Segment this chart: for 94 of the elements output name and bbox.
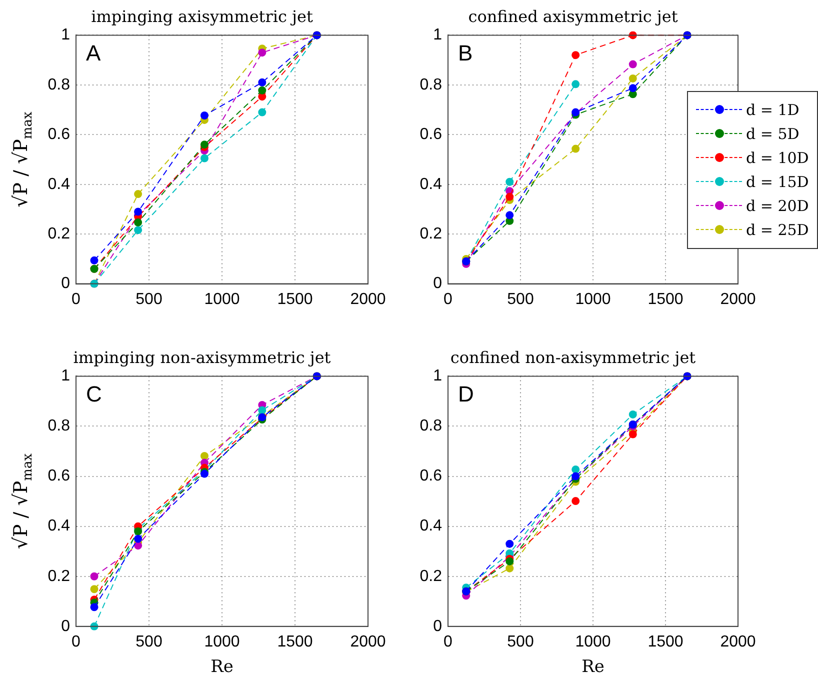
point — [258, 108, 266, 116]
chart-title: impinging axisymmetric jet — [91, 6, 314, 26]
x-axis-title: Re — [582, 657, 604, 678]
y-tick-label: 0.4 — [48, 176, 70, 193]
y-axis-title: √P / √Pmax — [10, 110, 36, 208]
x-tick-label: 1500 — [648, 290, 684, 308]
point — [90, 585, 98, 594]
y-tick-label: 0 — [433, 275, 442, 292]
chart-title: impinging non-axisymmetric jet — [73, 348, 332, 367]
point — [506, 557, 514, 566]
legend-label: d = 10D — [746, 149, 809, 168]
legend-label: d = 5D — [746, 125, 800, 144]
point — [572, 472, 580, 480]
point — [506, 178, 514, 186]
y-tick-label: 1 — [433, 368, 442, 385]
point — [258, 48, 266, 57]
point — [572, 497, 580, 506]
x-tick-label: 1000 — [575, 290, 611, 308]
legend-label: d = 15D — [746, 173, 809, 192]
point — [200, 112, 208, 120]
point — [258, 406, 266, 414]
y-tick-label: 0.2 — [48, 568, 70, 585]
y-tick-label: 0.4 — [48, 518, 70, 535]
y-tick-label: 0.6 — [420, 468, 442, 485]
x-tick-label: 1000 — [204, 290, 240, 308]
point — [134, 208, 142, 216]
x-axis-title: Re — [210, 657, 234, 678]
y-tick-label: 0.2 — [420, 568, 442, 585]
y-tick-label: 0 — [433, 618, 442, 635]
point — [134, 534, 142, 543]
point — [506, 192, 514, 201]
annotation: B — [458, 40, 473, 66]
x-tick-label: 1500 — [277, 290, 313, 308]
y-tick-label: 1 — [433, 26, 442, 44]
annotation: D — [458, 381, 474, 406]
x-tick-label: 2000 — [720, 633, 756, 650]
y-tick-label: 0.6 — [420, 126, 442, 144]
annotation: C — [86, 381, 102, 406]
x-tick-label: 500 — [136, 633, 162, 650]
legend-label: d = 20D — [746, 197, 809, 216]
point — [572, 51, 580, 60]
chart-title: confined non-axisymmetric jet — [450, 348, 696, 367]
point — [572, 80, 580, 88]
point — [628, 84, 637, 92]
point — [572, 144, 580, 153]
y-tick-label: 0.6 — [48, 126, 70, 144]
point — [258, 86, 266, 94]
y-tick-label: 0.8 — [420, 418, 442, 435]
point — [506, 211, 514, 220]
chart-title: confined axisymmetric jet — [468, 6, 678, 26]
y-tick-label: 0.4 — [420, 176, 442, 193]
x-tick-label: 500 — [136, 290, 162, 308]
legend-label: d = 1D — [746, 101, 800, 120]
point — [506, 540, 514, 548]
x-tick-label: 2000 — [350, 633, 386, 650]
y-tick-label: 0.4 — [420, 518, 442, 535]
y-tick-label: 0.8 — [420, 76, 442, 94]
y-tick-label: 0.8 — [48, 76, 70, 94]
x-tick-label: 1500 — [648, 633, 684, 650]
point — [134, 527, 142, 536]
point — [628, 74, 637, 82]
y-tick-label: 0.6 — [48, 468, 70, 485]
y-tick-label: 0.8 — [48, 418, 70, 435]
point — [134, 226, 142, 234]
point — [506, 564, 514, 572]
point — [200, 140, 208, 149]
x-tick-label: 2000 — [720, 290, 756, 308]
point — [572, 466, 580, 474]
y-tick-label: 1 — [61, 26, 70, 44]
x-tick-label: 1000 — [575, 633, 611, 650]
legend-label: d = 25D — [746, 221, 809, 240]
x-tick-label: 500 — [507, 633, 534, 650]
point — [90, 572, 98, 580]
annotation: A — [86, 40, 101, 66]
y-tick-label: 0 — [61, 618, 70, 635]
point — [628, 430, 637, 438]
x-tick-label: 1500 — [277, 633, 313, 650]
point — [200, 154, 208, 162]
point — [134, 190, 142, 198]
y-axis-title: √P / √Pmax — [10, 452, 36, 550]
x-tick-label: 2000 — [350, 290, 386, 308]
point — [134, 218, 142, 226]
x-tick-label: 500 — [507, 290, 534, 308]
point — [628, 60, 637, 68]
point — [90, 256, 98, 264]
y-tick-label: 0.2 — [48, 225, 70, 242]
point — [200, 452, 208, 460]
y-tick-label: 0.2 — [420, 225, 442, 242]
point — [628, 410, 637, 418]
y-tick-label: 1 — [61, 368, 70, 385]
x-tick-label: 1000 — [204, 633, 240, 650]
point — [258, 78, 266, 86]
y-tick-label: 0 — [61, 275, 70, 292]
point — [90, 603, 98, 612]
